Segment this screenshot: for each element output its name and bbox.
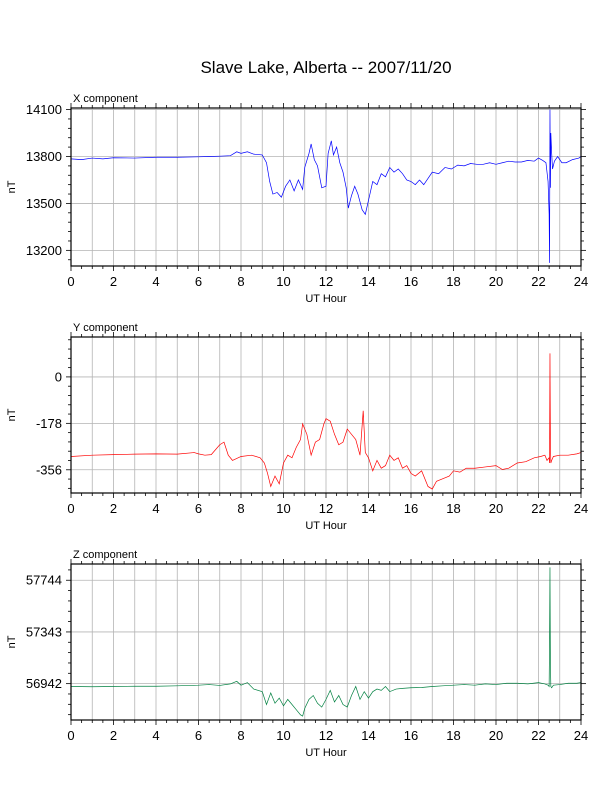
panel-3-xtick-label: 8 <box>237 728 244 743</box>
panel-2-xtick-label: 12 <box>319 501 333 516</box>
panel-1-ytick-label: 14100 <box>26 102 62 117</box>
panel-2-xtick-label: 18 <box>446 501 460 516</box>
panel-3-xtick-label: 4 <box>152 728 159 743</box>
panel-3-ytick-label: 56942 <box>26 676 62 691</box>
panel-3-xtick-label: 6 <box>195 728 202 743</box>
panel-2-label: Y component <box>73 322 138 334</box>
panel-2-xtick-label: 2 <box>110 501 117 516</box>
panel-3-xtick-label: 2 <box>110 728 117 743</box>
panel-1-xtick-label: 6 <box>195 274 202 289</box>
panel-3-label: Z component <box>73 549 137 561</box>
panel-3-ytick-label: 57343 <box>26 624 62 639</box>
panel-1-xtick-label: 10 <box>276 274 290 289</box>
panel-2-ytick-label: 0 <box>55 369 62 384</box>
panel-2-xtick-label: 16 <box>404 501 418 516</box>
panel-1-xtick-label: 20 <box>489 274 503 289</box>
panel-2-xtick-label: 20 <box>489 501 503 516</box>
panel-1-xtick-label: 18 <box>446 274 460 289</box>
panel-2-xtick-label: 14 <box>361 501 375 516</box>
panel-2-ylabel: nT <box>6 408 18 421</box>
panel-1-xtick-label: 8 <box>237 274 244 289</box>
panel-1-xtick-label: 12 <box>319 274 333 289</box>
panel-1-xtick-label: 4 <box>152 274 159 289</box>
panel-1-ytick-label: 13500 <box>26 196 62 211</box>
panel-2-xtick-label: 8 <box>237 501 244 516</box>
panel-2-ytick-label: -178 <box>36 416 62 431</box>
panel-2-xtick-label: 24 <box>574 501 588 516</box>
panel-3-xtick-label: 12 <box>319 728 333 743</box>
panel-1-ytick-label: 13800 <box>26 149 62 164</box>
panel-3-series-line <box>70 567 582 717</box>
panel-1-xtick-label: 2 <box>110 274 117 289</box>
panel-1-series-line <box>70 109 582 263</box>
panel-2-xtick-label: 22 <box>531 501 545 516</box>
panel-3-xtick-label: 22 <box>531 728 545 743</box>
panel-1-xlabel: UT Hour <box>305 293 347 305</box>
panel-1-ylabel: nT <box>6 180 18 193</box>
panel-3-ylabel: nT <box>6 635 18 648</box>
panel-2-ytick-label: -356 <box>36 462 62 477</box>
panel-3-xtick-label: 14 <box>361 728 375 743</box>
panel-2-xlabel: UT Hour <box>305 520 347 532</box>
panel-2-xtick-label: 4 <box>152 501 159 516</box>
panel-2-xtick-label: 6 <box>195 501 202 516</box>
panel-3-xlabel: UT Hour <box>305 747 347 759</box>
panel-1-xtick-label: 24 <box>574 274 588 289</box>
page-title: Slave Lake, Alberta -- 2007/11/20 <box>200 58 452 77</box>
panel-2-series-line <box>70 353 582 490</box>
panel-1-xtick-label: 22 <box>531 274 545 289</box>
panel-1-xtick-label: 14 <box>361 274 375 289</box>
panel-1-label: X component <box>73 93 138 105</box>
panel-2-xtick-label: 0 <box>67 501 74 516</box>
panel-3-xtick-label: 0 <box>67 728 74 743</box>
panel-3-ytick-label: 57744 <box>26 573 62 588</box>
panel-3-xtick-label: 10 <box>276 728 290 743</box>
panel-2-xtick-label: 10 <box>276 501 290 516</box>
panel-3-xtick-label: 20 <box>489 728 503 743</box>
panel-1-xtick-label: 0 <box>67 274 74 289</box>
panel-3-xtick-label: 18 <box>446 728 460 743</box>
panel-1-ytick-label: 13200 <box>26 243 62 258</box>
panel-1-xtick-label: 16 <box>404 274 418 289</box>
panel-3-xtick-label: 16 <box>404 728 418 743</box>
panel-3-xtick-label: 24 <box>574 728 588 743</box>
